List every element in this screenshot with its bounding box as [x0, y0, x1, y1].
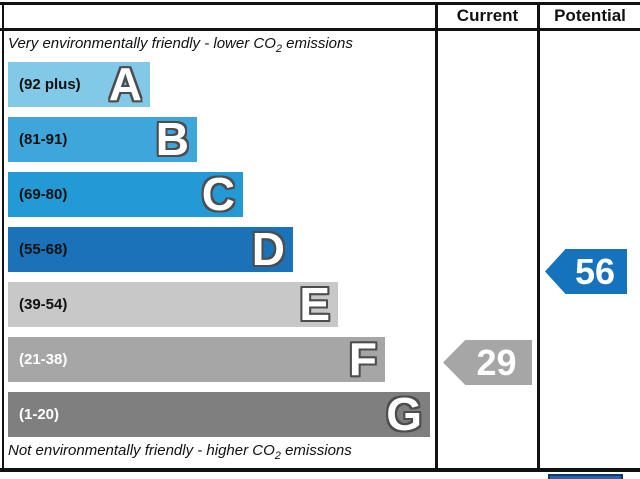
- table-top-border: [0, 2, 640, 5]
- co2-subscript: 2: [275, 43, 282, 55]
- band-c-letter: C: [201, 168, 235, 220]
- band-a-range-label: (92 plus): [19, 76, 81, 93]
- band-a-letter: A: [108, 58, 142, 110]
- band-b-range-label: (81-91): [19, 131, 68, 148]
- top-annotation-suffix: emissions: [282, 35, 353, 52]
- current-rating-value: 29: [476, 341, 517, 383]
- potential-column-header: Potential: [554, 6, 626, 25]
- band-b-bar: (81-91) B: [8, 113, 197, 165]
- header-separator: [0, 28, 640, 31]
- band-g-letter: G: [386, 388, 422, 440]
- band-e-range-label: (39-54): [19, 296, 68, 313]
- bottom-partial-blue-box: [548, 474, 623, 479]
- band-d-range-label: (55-68): [19, 241, 68, 258]
- bottom-annotation: Not environmentally friendly - higher CO…: [8, 442, 352, 462]
- band-f-letter: F: [348, 333, 377, 385]
- band-c-bar: (69-80) C: [8, 168, 243, 220]
- band-d-bar: (55-68) D: [8, 223, 293, 275]
- co2-subscript: 2: [274, 450, 281, 462]
- band-c-range-label: (69-80): [19, 186, 68, 203]
- top-annotation: Very environmentally friendly - lower CO…: [8, 35, 353, 55]
- bottom-annotation-suffix: emissions: [280, 442, 352, 459]
- band-g-bar: (1-20) G: [8, 388, 430, 440]
- band-b-letter: B: [155, 113, 189, 165]
- current-column-divider: [435, 2, 438, 471]
- band-f-bar: (21-38) F: [8, 333, 385, 385]
- table-left-border: [2, 2, 4, 472]
- top-annotation-text: Very environmentally friendly - lower CO: [8, 35, 276, 52]
- potential-rating-value: 56: [574, 250, 616, 292]
- table-bottom-border: [0, 468, 640, 472]
- current-rating-arrow: 29: [443, 340, 532, 385]
- bottom-annotation-text: Not environmentally friendly - higher CO: [8, 442, 275, 459]
- band-d-letter: D: [251, 223, 285, 275]
- band-g-range-label: (1-20): [19, 406, 60, 423]
- potential-rating-arrow: 56: [545, 249, 627, 294]
- band-e-bar: (39-54) E: [8, 278, 338, 330]
- band-f-range-label: (21-38): [19, 351, 68, 368]
- band-a-bar: (92 plus) A: [8, 58, 150, 110]
- potential-column-divider: [537, 2, 540, 471]
- current-column-header: Current: [456, 6, 519, 25]
- band-e-letter: E: [299, 278, 330, 330]
